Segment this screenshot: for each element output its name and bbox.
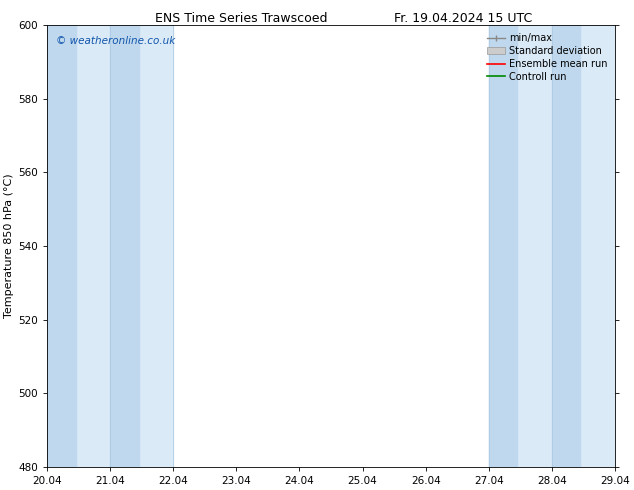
Text: ENS Time Series Trawscoed: ENS Time Series Trawscoed	[155, 12, 327, 25]
Text: © weatheronline.co.uk: © weatheronline.co.uk	[56, 36, 175, 47]
Legend: min/max, Standard deviation, Ensemble mean run, Controll run: min/max, Standard deviation, Ensemble me…	[484, 30, 610, 85]
Bar	[489, 25, 615, 467]
Bar	[489, 25, 517, 467]
Text: Fr. 19.04.2024 15 UTC: Fr. 19.04.2024 15 UTC	[394, 12, 532, 25]
Bar	[552, 25, 580, 467]
Bar	[47, 25, 173, 467]
Bar	[47, 25, 75, 467]
Y-axis label: Temperature 850 hPa (°C): Temperature 850 hPa (°C)	[4, 174, 14, 318]
Bar	[110, 25, 139, 467]
